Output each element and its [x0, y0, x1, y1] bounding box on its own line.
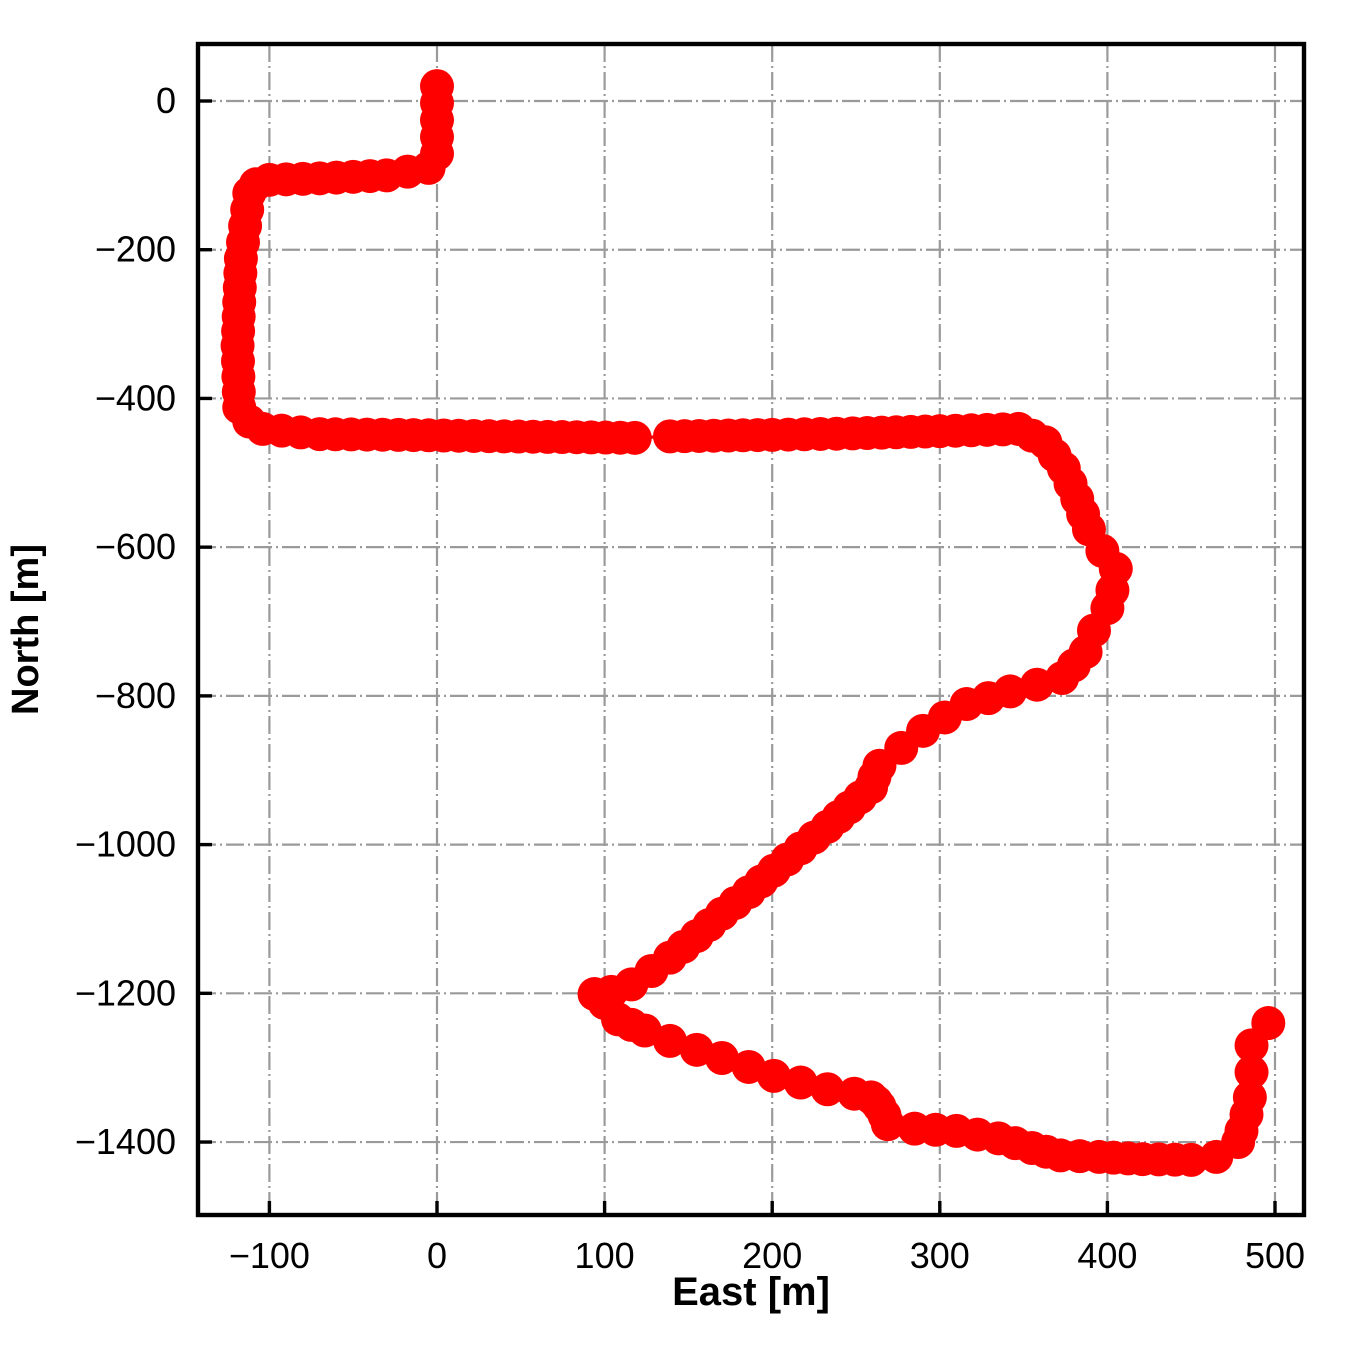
- svg-text:−1400: −1400: [75, 1121, 176, 1162]
- svg-text:North [m]: North [m]: [5, 544, 47, 715]
- svg-text:−200: −200: [95, 229, 176, 270]
- svg-text:400: 400: [1077, 1235, 1137, 1276]
- svg-text:0: 0: [427, 1235, 447, 1276]
- svg-text:East [m]: East [m]: [672, 1270, 830, 1314]
- svg-text:−600: −600: [95, 526, 176, 567]
- svg-text:300: 300: [910, 1235, 970, 1276]
- svg-text:0: 0: [156, 80, 176, 121]
- svg-text:−1200: −1200: [75, 972, 176, 1013]
- svg-text:−800: −800: [95, 675, 176, 716]
- svg-text:−1000: −1000: [75, 824, 176, 865]
- svg-text:100: 100: [575, 1235, 635, 1276]
- svg-text:−100: −100: [229, 1235, 310, 1276]
- svg-text:−400: −400: [95, 377, 176, 418]
- svg-text:500: 500: [1245, 1235, 1305, 1276]
